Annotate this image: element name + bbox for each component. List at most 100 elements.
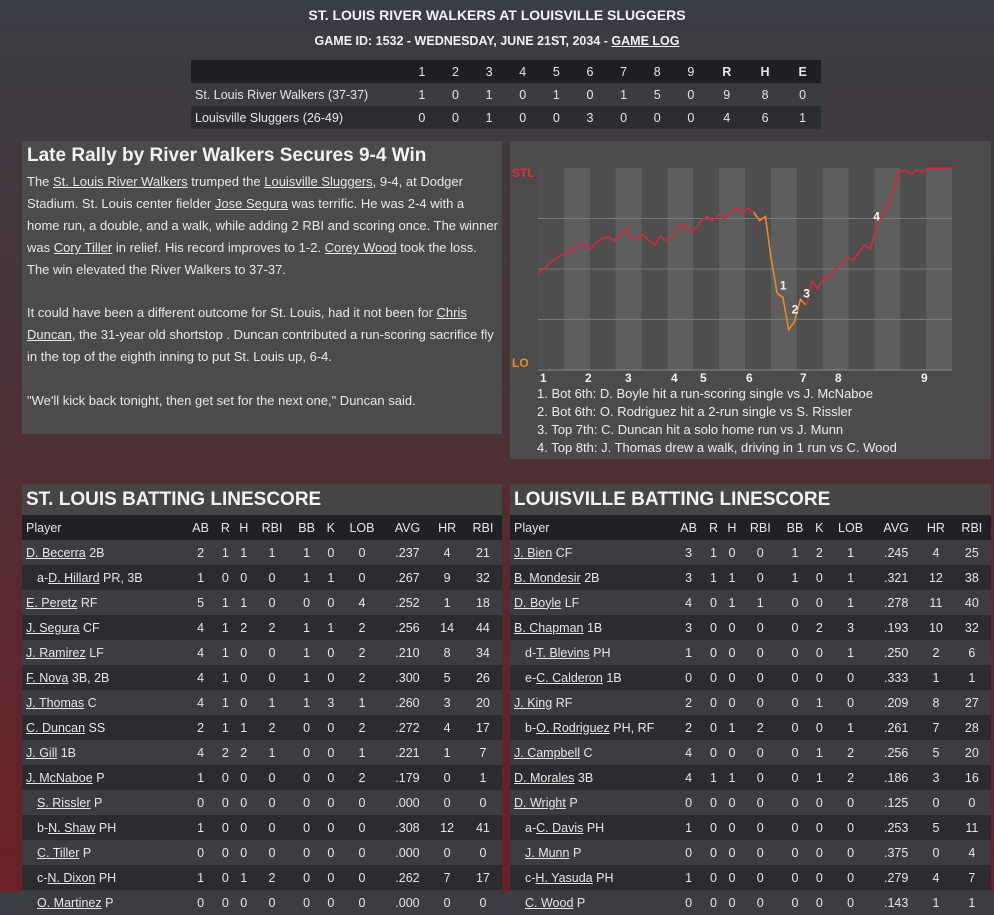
stat-cell: 0 <box>322 815 340 840</box>
player-link[interactable]: O. Rodriguez <box>536 720 610 735</box>
player-link[interactable]: J. Munn <box>525 845 570 860</box>
stat-cell: 0 <box>339 790 385 815</box>
player-link-segura[interactable]: Jose Segura <box>214 196 288 211</box>
stat-cell: 0 <box>291 890 323 915</box>
stat-cell: 1 <box>216 715 235 740</box>
stat-cell: 1 <box>185 765 217 790</box>
player-link[interactable]: D. Boyle <box>514 595 562 610</box>
stat-cell: 2 <box>741 715 780 740</box>
stat-cell: 0 <box>704 615 723 640</box>
stat-cell: 1 <box>339 690 385 715</box>
sub-prefix: e- <box>525 670 537 685</box>
stat-cell: 2 <box>827 740 874 765</box>
stat-cell: 0 <box>291 715 323 740</box>
team-link-lou[interactable]: Louisville Sluggers <box>264 174 373 189</box>
player-position: PH, RF <box>613 720 655 735</box>
player-link[interactable]: N. Dixon <box>47 870 96 885</box>
batter-cell: b-O. Rodriguez PH, RF <box>510 715 673 740</box>
stat-cell: 1 <box>185 815 217 840</box>
player-position: 2B <box>584 570 600 585</box>
stat-cell: 40 <box>952 590 991 615</box>
y-label-top: STL <box>512 166 535 180</box>
player-link[interactable]: J. Gill <box>26 745 58 760</box>
player-link[interactable]: S. Rissler <box>37 795 91 810</box>
batter-row: B. Chapman 1B 3 0 0 0 0 2 3.193 10 32 <box>510 615 991 640</box>
batter-row: D. Becerra 2B 2 1 1 1 1 0 0.237 4 21 <box>22 540 502 565</box>
player-link[interactable]: J. Bien <box>514 545 553 560</box>
player-link[interactable]: C. Calderon <box>536 670 603 685</box>
player-link[interactable]: J. King <box>514 695 553 710</box>
inning-score: 1 <box>552 87 560 102</box>
team-link-stl[interactable]: St. Louis River Walkers <box>53 174 188 189</box>
lou-batting-table: Player AB R H RBI BB K LOB AVG HR RBI J.… <box>510 515 991 915</box>
player-link-wood[interactable]: Corey Wood <box>324 240 397 255</box>
player-link[interactable]: J. Campbell <box>514 745 580 760</box>
stat-cell: 1 <box>704 565 723 590</box>
player-link[interactable]: C. Duncan <box>26 720 86 735</box>
player-link[interactable]: B. Mondesir <box>514 570 581 585</box>
stat-cell: 0 <box>722 865 742 890</box>
player-link[interactable]: B. Chapman <box>514 620 584 635</box>
player-link[interactable]: J. Ramirez <box>26 645 86 660</box>
player-link-duncan[interactable]: Chris Duncan <box>27 305 467 342</box>
stat-cell: 4 <box>185 665 217 690</box>
batter-row: B. Mondesir 2B 3 1 1 0 1 0 1.321 12 38 <box>510 565 991 590</box>
key-plays-list: 1. Bot 6th: D. Boyle hit a run-scoring s… <box>537 385 897 457</box>
player-link[interactable]: O. Martinez <box>37 895 102 910</box>
inning-score: 0 <box>687 110 695 125</box>
batter-cell: J. King RF <box>510 690 673 715</box>
sub-prefix: c- <box>525 870 536 885</box>
game-log-link[interactable]: GAME LOG <box>611 34 680 48</box>
stat-cell: 1 <box>291 690 323 715</box>
hits-total: 8 <box>761 87 769 102</box>
player-link[interactable]: F. Nova <box>26 670 69 685</box>
player-link-tiller[interactable]: Cory Tiller <box>53 240 113 255</box>
player-link[interactable]: J. Segura <box>26 620 80 635</box>
player-link[interactable]: E. Peretz <box>26 595 78 610</box>
stat-cell: 0 <box>339 840 385 865</box>
player-link[interactable]: C. Davis <box>536 820 584 835</box>
player-link[interactable]: T. Blevins <box>536 645 590 660</box>
player-link[interactable]: C. Tiller <box>37 845 80 860</box>
inning-score: 1 <box>485 110 493 125</box>
player-link[interactable]: D. Becerra <box>26 545 86 560</box>
y-label-bottom: LO <box>512 356 529 370</box>
stat-cell: 0 <box>722 815 742 840</box>
recap-text: The <box>27 174 54 189</box>
stat-cell: 1 <box>291 665 323 690</box>
player-link[interactable]: D. Morales <box>514 770 575 785</box>
stat-cell: 0 <box>216 865 235 890</box>
col-header: R <box>704 515 723 540</box>
inning-score: 1 <box>418 87 426 102</box>
player-link[interactable]: D. Wright <box>514 795 566 810</box>
lou-batting-title: LOUISVILLE BATTING LINESCORE <box>510 484 991 515</box>
key-play: 2. Bot 6th: O. Rodriguez hit a 2-run sin… <box>537 404 853 419</box>
stat-cell: 0 <box>952 790 991 815</box>
stat-cell: 0 <box>430 790 464 815</box>
stat-cell: 1 <box>216 640 235 665</box>
player-link[interactable]: H. Yasuda <box>535 870 593 885</box>
stat-cell: .000 <box>384 840 431 865</box>
player-link[interactable]: D. Hillard <box>48 570 100 585</box>
stat-cell: .260 <box>384 690 431 715</box>
stat-cell: .262 <box>384 865 431 890</box>
player-position: P <box>82 845 92 860</box>
stat-cell: 0 <box>322 590 340 615</box>
player-link[interactable]: N. Shaw <box>48 820 96 835</box>
stat-cell: 0 <box>463 840 502 865</box>
player-link[interactable]: C. Wood <box>525 895 574 910</box>
player-link[interactable]: J. Thomas <box>26 695 85 710</box>
stat-cell: .000 <box>384 790 431 815</box>
player-position: 1B <box>586 620 603 635</box>
stat-cell: 0 <box>673 840 705 865</box>
batter-row: d-T. Blevins PH 1 0 0 0 0 0 1.250 2 6 <box>510 640 991 665</box>
sub-prefix: c- <box>37 870 48 885</box>
stat-cell: .210 <box>384 640 431 665</box>
col-header: RBI <box>463 515 502 540</box>
stat-cell: 1 <box>810 765 828 790</box>
stat-cell: 4 <box>185 615 217 640</box>
stat-cell: 0 <box>322 865 340 890</box>
stat-cell: 0 <box>779 740 811 765</box>
player-link[interactable]: J. McNaboe <box>26 770 93 785</box>
stat-cell: 1 <box>339 740 385 765</box>
